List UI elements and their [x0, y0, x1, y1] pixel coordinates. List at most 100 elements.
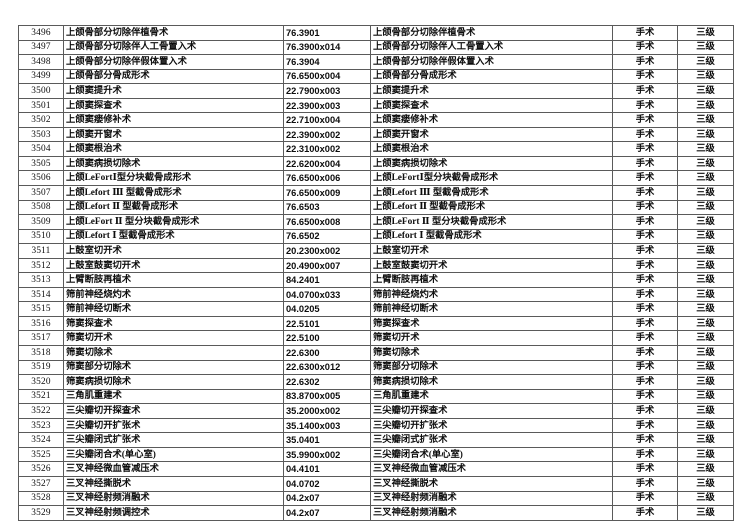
table-row: 3522 三尖瓣切开探查术 35.2000x002 三尖瓣切开探查术 手术 三级: [18, 403, 734, 419]
cell-code: 04.0702: [283, 475, 371, 492]
cell-code: 04.4101: [283, 461, 371, 477]
cell-type: 手术: [612, 170, 678, 187]
cell-name: 上颌窦病损切除术: [63, 155, 284, 172]
cell-type: 手术: [612, 97, 678, 114]
cell-level: 三级: [677, 490, 734, 507]
cell-type: 手术: [612, 126, 678, 143]
cell-seq: 3511: [18, 243, 64, 259]
table-row: 3512 上鼓室鼓窦切开术 20.4900x007 上鼓室鼓窦切开术 手术 三级: [18, 257, 734, 274]
cell-std: 上颌LeFortⅠ型分块截骨成形术: [370, 170, 613, 187]
cell-code: 22.6300: [283, 345, 371, 361]
cell-seq: 3522: [18, 403, 64, 419]
cell-code: 76.6500x006: [283, 170, 371, 187]
cell-name: 三尖瓣闭式扩张术: [63, 432, 284, 448]
cell-type: 手术: [612, 330, 678, 347]
cell-type: 手术: [612, 257, 678, 274]
table-row: 3506 上颌LeFortⅠ型分块截骨成形术 76.6500x006 上颌LeFort…: [18, 170, 734, 187]
cell-std: 上颌骨部分切除伴人工骨置入术: [370, 39, 613, 56]
cell-std: 三尖瓣切开扩张术: [370, 417, 613, 434]
cell-level: 三级: [677, 403, 734, 419]
cell-type: 手术: [612, 155, 678, 172]
cell-std: 三角肌重建术: [370, 388, 613, 405]
table-row: 3503 上颌窦开窗术 22.3900x002 上颌窦开窗术 手术 三级: [18, 126, 734, 143]
cell-name: 上颌骨部分骨成形术: [63, 68, 284, 85]
cell-name: 三尖瓣切开探查术: [63, 403, 284, 419]
cell-seq: 3504: [18, 141, 64, 157]
cell-type: 手术: [612, 432, 678, 448]
cell-level: 三级: [677, 185, 734, 201]
cell-seq: 3499: [18, 68, 64, 85]
cell-name: 上颌窦瘘修补术: [63, 112, 284, 128]
cell-std: 筛窦探查术: [370, 315, 613, 332]
table-body: 3496 上颌骨部分切除伴植骨术 76.3901 上颌骨部分切除伴植骨术 手术 三级 349…: [18, 25, 734, 521]
cell-code: 22.3900x003: [283, 97, 371, 114]
cell-seq: 3526: [18, 461, 64, 477]
cell-name: 上臂断肢再植术: [63, 272, 284, 288]
cell-seq: 3515: [18, 301, 64, 317]
cell-level: 三级: [677, 432, 734, 448]
cell-level: 三级: [677, 228, 734, 245]
cell-code: 22.6300x012: [283, 359, 371, 376]
table-row: 3504 上颌窦根治术 22.3100x002 上颌窦根治术 手术 三级: [18, 141, 734, 157]
cell-type: 手术: [612, 185, 678, 201]
cell-std: 上颌窦瘘修补术: [370, 112, 613, 128]
procedure-table: 3496 上颌骨部分切除伴植骨术 76.3901 上颌骨部分切除伴植骨术 手术 三级 349…: [18, 25, 734, 521]
cell-name: 上颌Lefort Ⅲ 型截骨成形术: [63, 185, 284, 201]
cell-std: 筛窦切除术: [370, 345, 613, 361]
cell-code: 76.3904: [283, 54, 371, 70]
cell-level: 三级: [677, 199, 734, 216]
cell-type: 手术: [612, 315, 678, 332]
cell-code: 22.5101: [283, 315, 371, 332]
cell-name: 上颌窦开窗术: [63, 126, 284, 143]
cell-seq: 3520: [18, 374, 64, 390]
cell-level: 三级: [677, 141, 734, 157]
table-row: 3501 上颌窦探查术 22.3900x003 上颌窦探查术 手术 三级: [18, 97, 734, 114]
cell-code: 84.2401: [283, 272, 371, 288]
cell-std: 三尖瓣闭合术(单心室): [370, 446, 613, 463]
cell-code: 22.7100x004: [283, 112, 371, 128]
cell-seq: 3510: [18, 228, 64, 245]
table-row: 3499 上颌骨部分骨成形术 76.6500x004 上颌骨部分骨成形术 手术 三级: [18, 68, 734, 85]
cell-std: 筛窦切开术: [370, 330, 613, 347]
cell-std: 三叉神经射频消融术: [370, 505, 613, 521]
cell-std: 上颌Lefort Ⅱ 型截骨成形术: [370, 199, 613, 216]
table-row: 3527 三叉神经撕脱术 04.0702 三叉神经撕脱术 手术 三级: [18, 475, 734, 492]
cell-type: 手术: [612, 68, 678, 85]
table-row: 3496 上颌骨部分切除伴植骨术 76.3901 上颌骨部分切除伴植骨术 手术 三级: [18, 25, 734, 41]
cell-level: 三级: [677, 505, 734, 521]
cell-code: 22.7900x003: [283, 83, 371, 99]
cell-code: 83.8700x005: [283, 388, 371, 405]
cell-name: 三尖瓣切开扩张术: [63, 417, 284, 434]
cell-name: 三角肌重建术: [63, 388, 284, 405]
table-row: 3526 三叉神经微血管减压术 04.4101 三叉神经微血管减压术 手术 三级: [18, 461, 734, 477]
cell-code: 22.5100: [283, 330, 371, 347]
cell-std: 筛窦病损切除术: [370, 374, 613, 390]
cell-name: 三叉神经射频消融术: [63, 490, 284, 507]
cell-level: 三级: [677, 39, 734, 56]
cell-std: 三叉神经撕脱术: [370, 475, 613, 492]
table-row: 3520 筛窦病损切除术 22.6302 筛窦病损切除术 手术 三级: [18, 374, 734, 390]
cell-code: 22.3100x002: [283, 141, 371, 157]
cell-code: 04.2x07: [283, 490, 371, 507]
cell-seq: 3496: [18, 25, 64, 41]
cell-name: 三叉神经射频调控术: [63, 505, 284, 521]
cell-seq: 3497: [18, 39, 64, 56]
table-row: 3511 上鼓室切开术 20.2300x002 上鼓室切开术 手术 三级: [18, 243, 734, 259]
cell-std: 上颌Lefort Ⅲ 型截骨成形术: [370, 185, 613, 201]
cell-seq: 3505: [18, 155, 64, 172]
table-row: 3497 上颌骨部分切除伴人工骨置入术 76.3900x014 上颌骨部分切除伴人工骨…: [18, 39, 734, 56]
cell-seq: 3525: [18, 446, 64, 463]
cell-type: 手术: [612, 25, 678, 41]
cell-type: 手术: [612, 475, 678, 492]
cell-seq: 3501: [18, 97, 64, 114]
cell-std: 筛窦部分切除术: [370, 359, 613, 376]
cell-name: 筛窦部分切除术: [63, 359, 284, 376]
cell-seq: 3518: [18, 345, 64, 361]
cell-std: 上颌窦探查术: [370, 97, 613, 114]
cell-type: 手术: [612, 461, 678, 477]
table-row: 3505 上颌窦病损切除术 22.6200x004 上颌窦病损切除术 手术 三级: [18, 155, 734, 172]
table-row: 3516 筛窦探查术 22.5101 筛窦探查术 手术 三级: [18, 315, 734, 332]
cell-seq: 3529: [18, 505, 64, 521]
cell-code: 20.4900x007: [283, 257, 371, 274]
